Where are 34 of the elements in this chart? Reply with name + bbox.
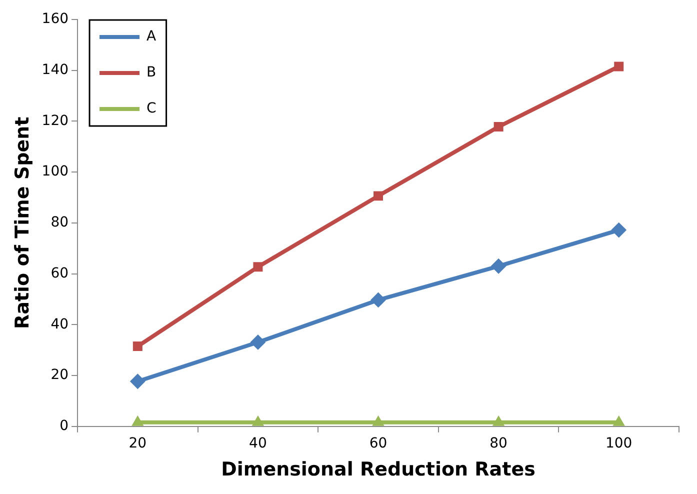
point xyxy=(370,292,386,308)
y-tick-label: 40 xyxy=(50,316,69,332)
x-axis-title: Dimensional Reduction Rates xyxy=(221,458,536,481)
point xyxy=(613,416,625,426)
y-tick-label: 140 xyxy=(42,62,69,78)
point xyxy=(132,342,142,352)
point xyxy=(374,191,384,201)
x-tick-label: 20 xyxy=(128,435,147,452)
y-tick-label: 60 xyxy=(50,265,69,282)
x-tick-label: 100 xyxy=(605,435,632,452)
point xyxy=(252,416,264,426)
point xyxy=(491,258,506,274)
x-tick-label: 80 xyxy=(490,435,508,452)
y-tick-label: 160 xyxy=(42,11,69,28)
y-tick-label: 100 xyxy=(42,164,69,180)
legend-label: C xyxy=(146,100,157,117)
x-tick-label: 40 xyxy=(249,435,267,452)
point xyxy=(611,222,626,238)
point xyxy=(492,416,504,426)
point xyxy=(494,122,504,132)
point xyxy=(130,374,146,389)
point xyxy=(250,334,266,350)
point xyxy=(614,62,624,72)
y-tick-label: 20 xyxy=(50,367,69,384)
y-tick-label: 0 xyxy=(60,418,69,434)
legend-label: A xyxy=(146,28,157,45)
point xyxy=(132,416,144,426)
legend-label: B xyxy=(146,64,156,81)
y-tick-label: 80 xyxy=(50,214,69,231)
point xyxy=(372,416,384,426)
y-axis-title: Ratio of Time Spent xyxy=(11,116,34,329)
y-tick-label: 120 xyxy=(42,112,69,129)
point xyxy=(253,262,263,272)
x-tick-label: 60 xyxy=(369,435,388,452)
